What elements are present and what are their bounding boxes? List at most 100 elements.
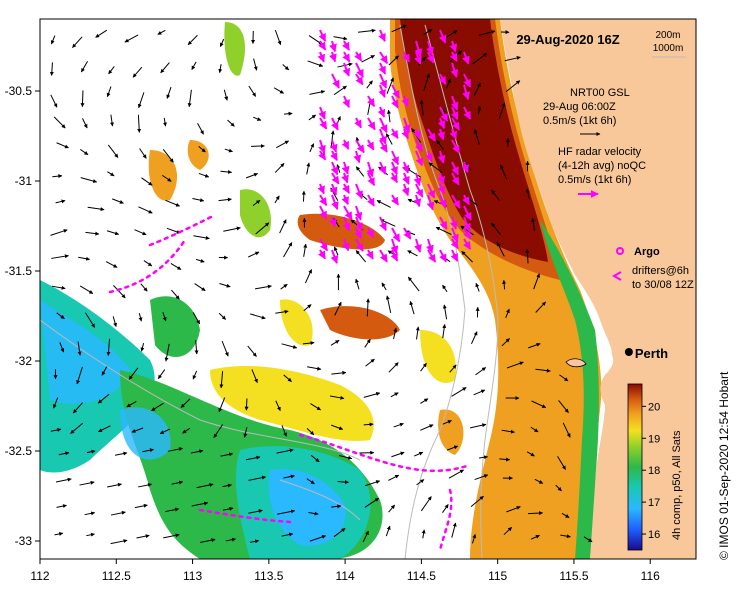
hf-arrow	[355, 62, 364, 78]
gsl-arrow	[249, 313, 266, 320]
hf-arrow	[331, 73, 340, 89]
gsl-arrow	[448, 469, 464, 479]
gsl-arrow	[151, 402, 164, 412]
isobath-offshore	[279, 479, 361, 521]
sst-patch	[224, 22, 245, 76]
gsl-arrow	[391, 451, 405, 458]
hf-arrow	[330, 161, 339, 176]
gsl-arrow	[308, 114, 317, 121]
gsl-arrow	[140, 283, 148, 292]
hf-arrow	[328, 216, 337, 228]
gsl-arrow	[55, 477, 72, 483]
gsl-arrow	[364, 497, 380, 508]
hf-arrow	[451, 139, 460, 154]
gsl-arrow	[166, 86, 172, 99]
gsl-arrow	[365, 358, 375, 367]
hf-arrow	[427, 249, 437, 263]
hf-arrow	[449, 128, 457, 140]
gsl-arrow	[55, 199, 66, 204]
gsl-arrow	[180, 398, 191, 408]
gsl-arrow	[283, 474, 295, 479]
gsl-arrow	[187, 34, 198, 46]
gsl-arrow	[501, 429, 515, 434]
hf-arrow	[319, 205, 328, 220]
gsl-arrow	[385, 295, 392, 314]
gsl-arrow	[138, 313, 143, 322]
hf-arrow	[367, 194, 375, 207]
hf-arrow	[379, 117, 388, 134]
legend-gsl-scale: 0.5m/s (1kt 6h)	[543, 115, 616, 127]
gsl-arrow	[85, 231, 100, 236]
gsl-arrow	[306, 478, 315, 485]
hf-arrow	[355, 73, 364, 86]
gsl-arrow	[114, 451, 128, 456]
gsl-arrow	[132, 66, 143, 78]
gsl-arrow	[528, 342, 541, 349]
legend-hf-scale: 0.5m/s (1kt 6h)	[558, 174, 631, 186]
gsl-arrow	[533, 273, 540, 290]
hf-arrow	[437, 183, 445, 195]
gsl-arrow	[388, 474, 400, 481]
hf-arrow	[450, 62, 459, 78]
hf-arrow	[401, 183, 410, 197]
gsl-arrow	[112, 316, 118, 328]
sst-patch	[420, 330, 456, 383]
lon-tick-label: 114.5	[407, 569, 436, 583]
gsl-arrow	[362, 530, 369, 543]
isobath-label-200m: 200m	[655, 30, 680, 41]
hf-arrow	[413, 172, 422, 187]
hf-arrow	[379, 139, 388, 153]
gsl-arrow	[331, 370, 347, 375]
gsl-arrow	[562, 422, 571, 438]
hf-arrow	[318, 40, 327, 51]
gsl-arrow	[310, 403, 321, 411]
gsl-arrow	[364, 338, 371, 348]
gsl-arrow	[182, 427, 191, 434]
drifter-arrow-icon	[611, 271, 622, 281]
hf-arrow	[390, 249, 399, 262]
colorbar-ticks: 16 17 18 19 20	[642, 401, 660, 541]
gsl-arrow	[86, 532, 95, 537]
gsl-arrow	[281, 343, 298, 349]
hf-arrow	[317, 183, 325, 195]
perth-marker	[624, 348, 633, 356]
gsl-arrow	[140, 343, 145, 352]
hf-arrow	[355, 139, 365, 154]
gsl-arrow	[219, 371, 224, 389]
hf-arrow	[437, 117, 446, 130]
lon-tick-label: 112.5	[102, 569, 131, 583]
gsl-arrow	[420, 398, 429, 404]
hf-arrow	[318, 139, 326, 154]
sst-patch	[120, 407, 171, 460]
colorbar-tick-label: 19	[648, 433, 660, 445]
hf-arrow	[463, 216, 471, 232]
gsl-arrow	[337, 480, 349, 485]
gsl-arrow	[194, 283, 206, 292]
gsl-arrow	[451, 522, 457, 538]
gsl-arrow	[251, 369, 258, 384]
hf-arrow	[449, 40, 458, 53]
hf-arrow	[342, 238, 350, 252]
gsl-arrow	[355, 166, 365, 177]
gsl-arrow	[187, 89, 192, 108]
hf-arrow	[438, 29, 447, 44]
gsl-arrow	[248, 251, 260, 258]
legend-argo: Argo	[634, 246, 660, 258]
gsl-arrow	[218, 397, 226, 413]
gsl-arrow	[218, 312, 227, 320]
gsl-arrow	[276, 448, 294, 454]
gsl-arrow	[338, 455, 353, 460]
sst-patch	[268, 469, 346, 546]
gsl-arrow	[141, 177, 153, 186]
gsl-arrow	[252, 199, 261, 207]
gsl-arrow	[560, 534, 571, 539]
hf-arrow	[329, 40, 337, 53]
gsl-arrow	[255, 222, 270, 235]
gsl-arrow	[274, 163, 285, 173]
gsl-arrow	[136, 534, 150, 539]
colorbar-tick-label: 18	[648, 465, 660, 477]
gsl-arrow	[310, 454, 320, 463]
hf-arrow	[329, 51, 337, 63]
gsl-arrow	[139, 148, 147, 159]
gsl-arrow	[306, 162, 311, 175]
